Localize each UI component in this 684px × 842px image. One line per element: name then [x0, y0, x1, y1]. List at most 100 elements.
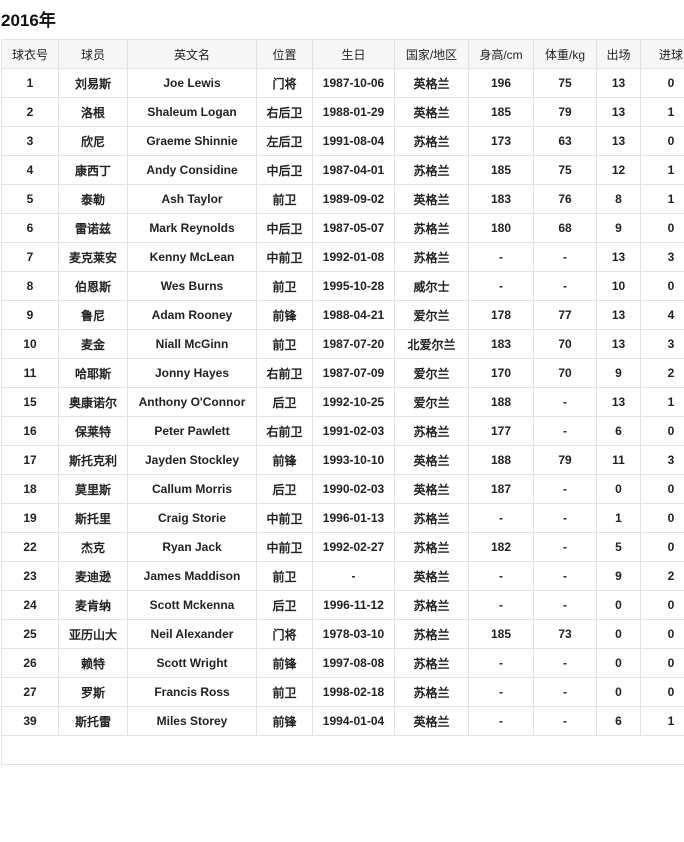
cell-appearances: 6 — [596, 706, 641, 736]
cell-height: 188 — [468, 387, 534, 417]
cell-appearances: 5 — [596, 532, 641, 562]
cell-jersey-number: 19 — [1, 503, 59, 533]
cell-position: 前卫 — [256, 677, 313, 707]
cell-player-name-en: Scott Mckenna — [127, 590, 257, 620]
cell-goals: 4 — [640, 300, 684, 330]
cell-jersey-number: 27 — [1, 677, 59, 707]
cell-jersey-number: 39 — [1, 706, 59, 736]
table-row: 11 哈耶斯 Jonny Hayes 右前卫 1987-07-09 爱尔兰 170 70 9 2 — [1, 358, 684, 388]
cell-player-name-cn: 杰克 — [58, 532, 128, 562]
cell-player-name-en: Ryan Jack — [127, 532, 257, 562]
table-row: 9 鲁尼 Adam Rooney 前锋 1988-04-21 爱尔兰 178 77 13 4 — [1, 300, 684, 330]
cell-player-name-cn: 赖特 — [58, 648, 128, 678]
table-row: 22 杰克 Ryan Jack 中前卫 1992-02-27 苏格兰 182-5 0 — [1, 532, 684, 562]
cell-height: 178 — [468, 300, 534, 330]
cell-player-name-cn: 麦金 — [58, 329, 128, 359]
cell-position: 前锋 — [256, 300, 313, 330]
cell-jersey-number: 9 — [1, 300, 59, 330]
page-title: 2016年 — [1, 11, 56, 30]
cell-player-name-cn: 麦肯纳 — [58, 590, 128, 620]
cell-goals: 0 — [640, 648, 684, 678]
cell-weight: - — [533, 271, 597, 301]
cell-height: 185 — [468, 97, 534, 127]
cell-birthday: 1994-01-04 — [312, 706, 395, 736]
cell-position: 门将 — [256, 619, 313, 649]
cell-weight: 70 — [533, 329, 597, 359]
cell-player-name-cn: 麦迪逊 — [58, 561, 128, 591]
cell-country: 苏格兰 — [394, 213, 469, 243]
cell-weight: - — [533, 590, 597, 620]
cell-player-name-en: Ash Taylor — [127, 184, 257, 214]
cell-goals: 3 — [640, 242, 684, 272]
cell-goals: 1 — [640, 387, 684, 417]
cell-birthday: 1992-02-27 — [312, 532, 395, 562]
cell-birthday: 1998-02-18 — [312, 677, 395, 707]
cell-position: 右前卫 — [256, 416, 313, 446]
cell-goals: 1 — [640, 97, 684, 127]
cell-position: 中前卫 — [256, 242, 313, 272]
cell-player-name-en: Peter Pawlett — [127, 416, 257, 446]
cell-jersey-number: 11 — [1, 358, 59, 388]
cell-appearances: 0 — [596, 590, 641, 620]
table-row: 26 赖特 Scott Wright 前锋 1997-08-08 苏格兰 - -0 0 — [1, 648, 684, 678]
cell-player-name-en: Niall McGinn — [127, 329, 257, 359]
cell-birthday: 1987-07-09 — [312, 358, 395, 388]
cell-jersey-number: 25 — [1, 619, 59, 649]
cell-player-name-cn: 斯托克利 — [58, 445, 128, 475]
cell-player-name-cn: 奥康诺尔 — [58, 387, 128, 417]
table-header-row: 球衣号 球员 英文名 位置 生日 国家/地区 身高/cm 体重/kg 出场 进球 — [1, 39, 684, 69]
cell-position: 前卫 — [256, 271, 313, 301]
header-birthday: 生日 — [312, 39, 395, 69]
cell-appearances: 13 — [596, 97, 641, 127]
table-row: 7 麦克莱安 Kenny McLean 中前卫 1992-01-08 苏格兰 - -13 3 — [1, 242, 684, 272]
table-row: 8 伯恩斯 Wes Burns 前卫 1995-10-28 威尔士 - -10 0 — [1, 271, 684, 301]
cell-player-name-cn: 罗斯 — [58, 677, 128, 707]
empty-row — [1, 735, 684, 765]
cell-appearances: 9 — [596, 358, 641, 388]
squad-table: 球衣号 球员 英文名 位置 生日 国家/地区 身高/cm 体重/kg 出场 进球 1 刘易斯 Joe … — [1, 39, 684, 765]
cell-position: 中后卫 — [256, 155, 313, 185]
cell-goals: 1 — [640, 155, 684, 185]
cell-country: 英格兰 — [394, 706, 469, 736]
cell-player-name-cn: 雷诺兹 — [58, 213, 128, 243]
cell-position: 中前卫 — [256, 503, 313, 533]
cell-jersey-number: 5 — [1, 184, 59, 214]
cell-birthday: 1996-01-13 — [312, 503, 395, 533]
cell-height: - — [468, 242, 534, 272]
table-row: 15 奥康诺尔 Anthony O'Connor 后卫 1992-10-25 爱尔兰 188… — [1, 387, 684, 417]
cell-player-name-en: Graeme Shinnie — [127, 126, 257, 156]
cell-country: 英格兰 — [394, 68, 469, 98]
cell-birthday: 1993-10-10 — [312, 445, 395, 475]
cell-position: 前卫 — [256, 329, 313, 359]
table-row: 1 刘易斯 Joe Lewis 门将 1987-10-06 英格兰 196 75 13 0 — [1, 68, 684, 98]
header-jersey-number: 球衣号 — [1, 39, 59, 69]
cell-birthday: 1987-04-01 — [312, 155, 395, 185]
cell-position: 后卫 — [256, 590, 313, 620]
cell-country: 英格兰 — [394, 561, 469, 591]
cell-goals: 0 — [640, 619, 684, 649]
cell-weight: 70 — [533, 358, 597, 388]
cell-jersey-number: 18 — [1, 474, 59, 504]
cell-goals: 0 — [640, 213, 684, 243]
cell-height: - — [468, 706, 534, 736]
cell-goals: 0 — [640, 68, 684, 98]
cell-birthday: 1978-03-10 — [312, 619, 395, 649]
cell-height: 173 — [468, 126, 534, 156]
cell-country: 苏格兰 — [394, 677, 469, 707]
cell-birthday: - — [312, 561, 395, 591]
cell-player-name-cn: 鲁尼 — [58, 300, 128, 330]
cell-birthday: 1997-08-08 — [312, 648, 395, 678]
cell-player-name-cn: 莫里斯 — [58, 474, 128, 504]
cell-player-name-en: Shaleum Logan — [127, 97, 257, 127]
table-row: 5 泰勒 Ash Taylor 前卫 1989-09-02 英格兰 183 76 8 1 — [1, 184, 684, 214]
cell-jersey-number: 17 — [1, 445, 59, 475]
cell-weight: - — [533, 242, 597, 272]
cell-goals: 0 — [640, 271, 684, 301]
header-player-name-cn: 球员 — [58, 39, 128, 69]
cell-country: 英格兰 — [394, 97, 469, 127]
table-row: 6 雷诺兹 Mark Reynolds 中后卫 1987-05-07 苏格兰 180 68 9 0 — [1, 213, 684, 243]
cell-player-name-cn: 斯托雷 — [58, 706, 128, 736]
cell-jersey-number: 22 — [1, 532, 59, 562]
cell-goals: 2 — [640, 561, 684, 591]
cell-weight: - — [533, 503, 597, 533]
